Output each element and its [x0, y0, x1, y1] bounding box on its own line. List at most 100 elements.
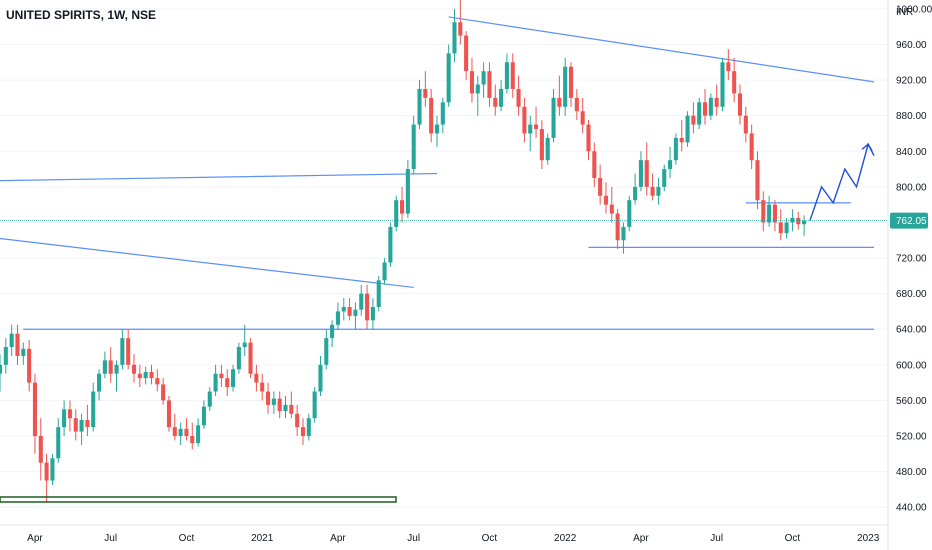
y-tick-label: 440.00 — [896, 503, 927, 514]
candle-body — [539, 129, 544, 161]
candle-body — [615, 213, 620, 241]
candle-down — [644, 142, 649, 196]
currency-label: INR — [896, 7, 913, 18]
candle-body — [149, 371, 154, 379]
candle-body — [353, 309, 358, 316]
candle-up — [376, 275, 381, 312]
candle-up — [306, 413, 311, 441]
y-tick-label: 800.00 — [896, 182, 927, 193]
candle-body — [609, 204, 614, 214]
candle-down — [248, 338, 253, 379]
drawing-rectangle[interactable] — [0, 496, 397, 503]
candle-up — [708, 93, 713, 121]
candle-down — [598, 164, 603, 205]
candle-body — [219, 373, 224, 379]
candle-up — [143, 366, 148, 385]
candle-up — [114, 360, 119, 392]
candle-down — [365, 284, 370, 330]
candle-body — [67, 409, 72, 419]
candle-down — [225, 369, 230, 396]
candle-body — [720, 62, 725, 107]
candle-up — [231, 364, 236, 392]
candle-up — [9, 324, 14, 356]
candle-up — [784, 218, 789, 239]
y-tick-label: 720.00 — [896, 254, 927, 265]
candle-body — [108, 360, 113, 374]
candle-down — [15, 324, 20, 365]
candle-body — [137, 373, 142, 379]
candle-up — [638, 151, 643, 192]
candle-body — [563, 66, 568, 107]
candle-body — [38, 436, 43, 463]
candle-down — [44, 453, 49, 503]
candle-up — [411, 115, 416, 174]
candle-body — [196, 425, 201, 444]
candle-body — [603, 195, 609, 205]
candle-body — [394, 200, 399, 227]
x-axis[interactable]: AprJulOct2021AprJulOct2022AprJulOct2023A… — [27, 533, 932, 544]
candle-body — [341, 306, 346, 312]
candle-body — [359, 293, 364, 310]
candle-body — [155, 378, 160, 385]
candle-body — [289, 404, 294, 414]
candle-body — [120, 338, 125, 365]
y-tick-label: 880.00 — [896, 111, 927, 122]
candle-body — [767, 204, 772, 223]
x-tick-label: Jul — [710, 533, 723, 544]
candle-up — [21, 342, 26, 365]
candle-down — [732, 57, 737, 103]
candle-down — [155, 369, 160, 392]
candle-up — [633, 173, 638, 205]
candle-down — [423, 71, 428, 107]
candle-body — [673, 137, 678, 161]
candle-up — [446, 44, 451, 107]
candle-down — [568, 62, 574, 107]
candle-body — [510, 62, 515, 89]
x-tick-label: Oct — [785, 533, 801, 544]
candle-body — [347, 306, 352, 316]
candle-up — [242, 324, 247, 356]
candle-body — [423, 88, 428, 98]
candle-body — [598, 177, 603, 196]
candle-down — [126, 329, 131, 370]
candle-body — [650, 186, 655, 196]
trendline-falling-trend-2020 — [0, 237, 414, 289]
chart-title: UNITED SPIRITS, 1W, NSE — [6, 8, 156, 22]
candle-down — [557, 75, 562, 116]
candle-body — [32, 382, 37, 437]
candle-down — [592, 142, 597, 187]
candle-body — [201, 406, 206, 426]
candle-down — [67, 400, 72, 432]
candle-body — [0, 364, 3, 374]
candle-down — [516, 75, 521, 116]
x-tick-label: Oct — [179, 533, 195, 544]
candle-body — [248, 342, 253, 374]
candle-up — [685, 111, 690, 147]
candle-body — [662, 169, 667, 187]
candle-body — [633, 186, 638, 201]
candle-body — [714, 97, 719, 107]
candle-body — [172, 427, 177, 437]
candle-body — [464, 35, 469, 72]
candle-body — [504, 62, 509, 89]
candle-body — [534, 124, 539, 130]
y-tick-label: 840.00 — [896, 147, 927, 158]
candle-body — [126, 338, 131, 365]
projection-arrowhead — [861, 143, 873, 152]
candle-up — [621, 222, 626, 254]
x-tick-label: Apr — [330, 533, 346, 544]
candle-down — [32, 373, 37, 454]
candle-up — [767, 195, 772, 227]
y-tick-label: 480.00 — [896, 467, 927, 478]
candle-down — [131, 354, 137, 383]
candle-down — [487, 62, 492, 107]
candle-body — [27, 348, 32, 383]
candle-up — [178, 422, 183, 445]
candle-body — [737, 93, 743, 116]
candle-up — [440, 97, 445, 134]
candle-body — [702, 102, 708, 116]
candle-body — [56, 427, 61, 459]
candle-down — [493, 84, 498, 116]
candle-body — [330, 324, 335, 339]
